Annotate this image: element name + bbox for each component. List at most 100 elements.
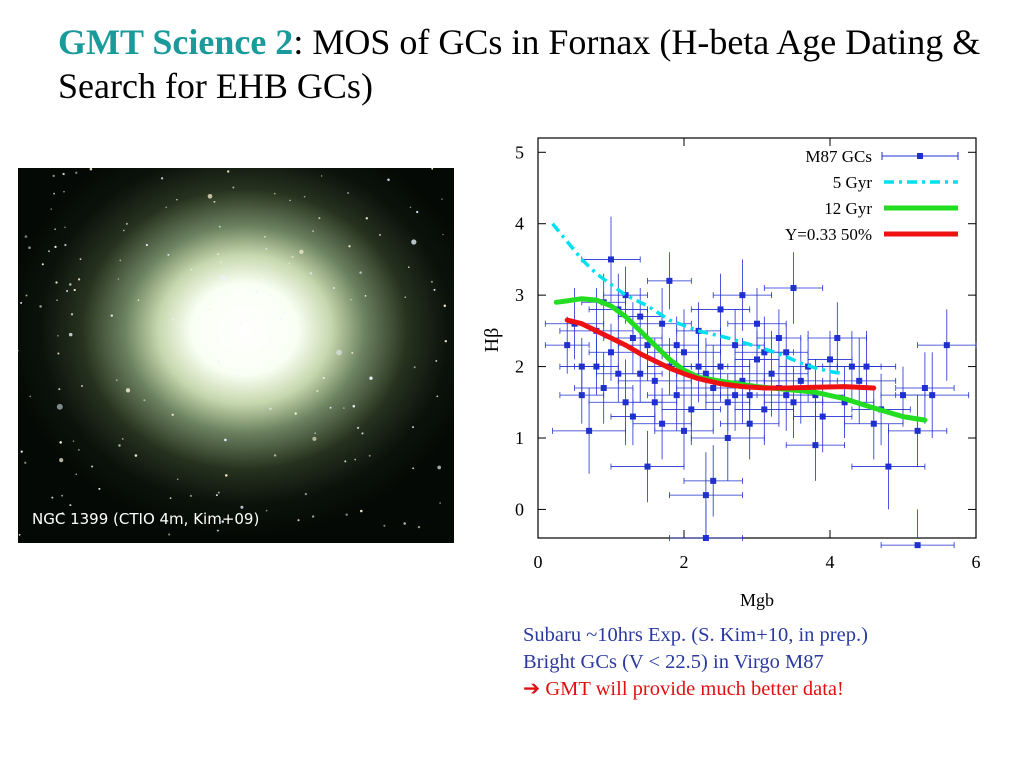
star — [356, 426, 360, 430]
star — [208, 308, 211, 311]
star — [312, 436, 317, 441]
y-tick-label: 3 — [515, 285, 524, 305]
point-marker — [848, 363, 855, 370]
point-marker — [761, 349, 768, 356]
title-rest: : MOS of GCs in Fornax (H-beta Age Datin… — [58, 22, 981, 106]
star — [62, 172, 65, 176]
star — [189, 494, 193, 498]
data-points — [544, 216, 977, 549]
star — [289, 199, 291, 202]
point-marker — [724, 435, 731, 441]
star — [145, 243, 149, 247]
point-marker — [608, 256, 614, 263]
star — [311, 515, 315, 518]
arrow-icon: ➔ — [523, 678, 541, 700]
star — [61, 494, 64, 497]
point-marker — [914, 427, 921, 434]
gc-point — [895, 352, 970, 438]
star — [68, 332, 73, 337]
point-marker — [702, 492, 709, 499]
star — [227, 170, 230, 173]
star — [66, 290, 69, 292]
point-marker — [688, 406, 695, 413]
gc-point — [851, 423, 926, 510]
star — [56, 403, 63, 410]
point-marker — [943, 342, 950, 349]
star — [279, 317, 282, 320]
star-field — [18, 168, 448, 536]
y-axis-label: Hβ — [481, 328, 503, 353]
star — [412, 426, 414, 429]
star — [59, 457, 64, 463]
y-tick-label: 1 — [515, 428, 524, 448]
star — [322, 376, 325, 380]
point-marker — [600, 385, 607, 391]
star — [387, 178, 390, 181]
star — [442, 233, 444, 236]
star — [190, 268, 193, 271]
star — [273, 454, 277, 457]
point-marker — [651, 399, 658, 406]
star — [168, 533, 171, 536]
point-marker — [681, 427, 687, 434]
star — [118, 444, 121, 447]
star — [269, 407, 272, 410]
star — [436, 395, 439, 398]
star — [433, 288, 436, 291]
star — [347, 192, 349, 194]
point-marker — [739, 377, 746, 384]
star — [69, 283, 72, 286]
star — [230, 377, 233, 380]
star — [383, 524, 386, 527]
point-marker — [710, 477, 717, 484]
star — [217, 491, 220, 494]
star — [430, 280, 433, 283]
gc-point — [807, 302, 867, 374]
star — [269, 294, 272, 297]
star — [59, 441, 62, 444]
star — [265, 509, 268, 512]
star — [345, 513, 348, 516]
gc-point — [887, 395, 948, 467]
star — [18, 534, 21, 536]
point-marker — [921, 385, 928, 391]
x-tick-label: 6 — [972, 552, 981, 572]
legend-swatch-marker — [917, 153, 923, 159]
star — [291, 255, 294, 258]
gc-point — [690, 395, 765, 481]
star — [409, 206, 412, 209]
point-marker — [754, 356, 760, 363]
gc-point — [734, 316, 794, 388]
point-marker — [702, 370, 709, 377]
star — [299, 249, 304, 254]
point-marker — [695, 363, 702, 370]
star — [55, 281, 58, 284]
point-marker — [637, 313, 644, 320]
star — [69, 504, 72, 507]
point-marker — [673, 392, 680, 399]
gc-point — [581, 216, 641, 303]
point-marker — [790, 399, 797, 406]
star — [51, 514, 54, 517]
star — [54, 228, 56, 231]
star — [359, 271, 362, 274]
star — [213, 331, 216, 334]
point-marker — [775, 335, 782, 341]
gc-point — [756, 359, 816, 431]
star — [20, 301, 23, 304]
star — [239, 321, 242, 325]
star — [255, 290, 258, 294]
x-axis-label: Mgb — [740, 590, 774, 610]
gc-point — [668, 502, 743, 541]
star — [79, 258, 82, 260]
star — [333, 287, 335, 289]
star — [70, 313, 74, 316]
star — [369, 376, 373, 380]
star — [283, 311, 285, 313]
gc-point — [683, 445, 743, 517]
star — [28, 246, 31, 249]
gc-point — [596, 345, 641, 403]
star — [51, 496, 54, 499]
star — [343, 407, 345, 409]
star — [413, 366, 416, 369]
